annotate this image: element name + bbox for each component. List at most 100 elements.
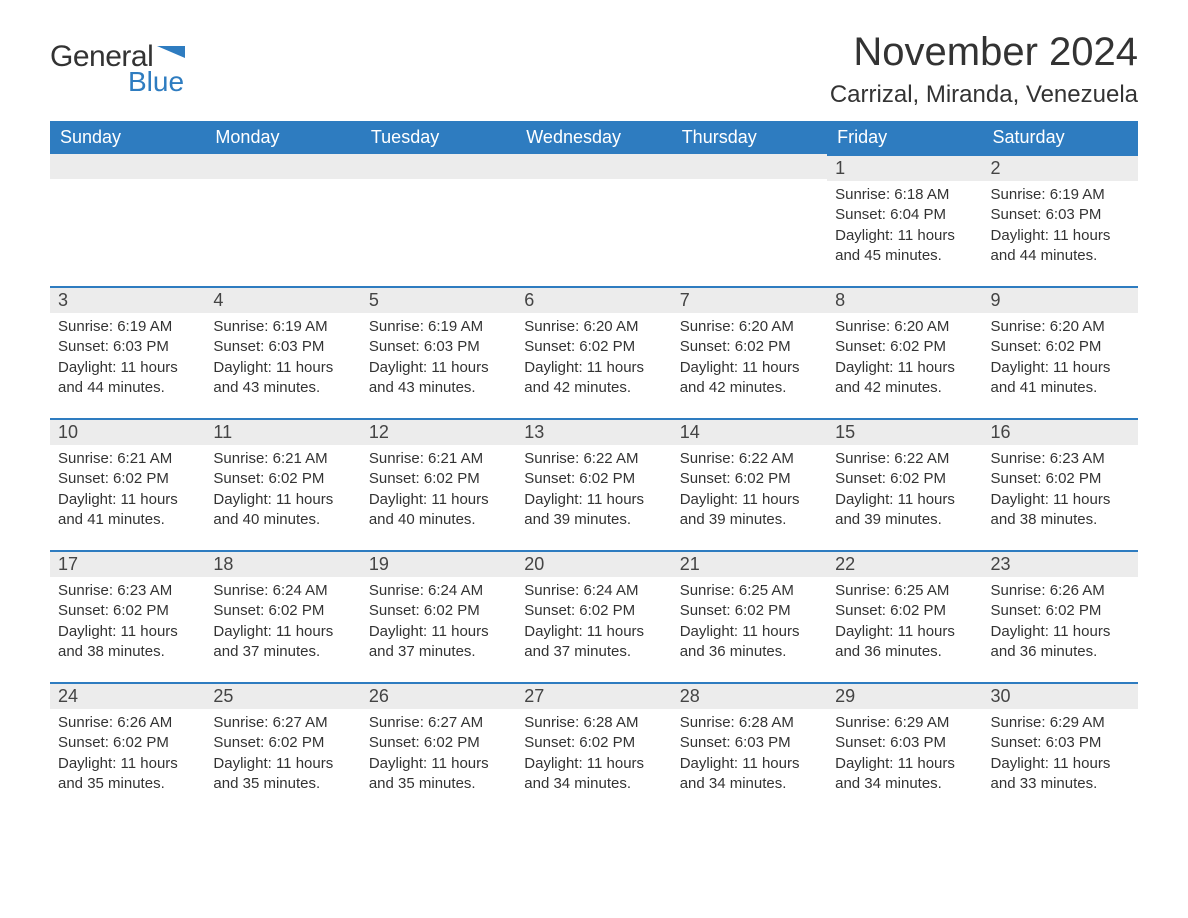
calendar-cell: 4Sunrise: 6:19 AMSunset: 6:03 PMDaylight… (205, 286, 360, 418)
page-header: General Blue November 2024 Carrizal, Mir… (50, 30, 1138, 109)
daylight-line: Daylight: 11 hours and 33 minutes. (991, 754, 1130, 795)
day-header-saturday: Saturday (983, 121, 1138, 154)
sunset-line: Sunset: 6:02 PM (369, 733, 508, 753)
sunrise-line: Sunrise: 6:22 AM (835, 449, 974, 469)
day-number-empty (516, 154, 671, 179)
day-number-empty (205, 154, 360, 179)
sunset-line: Sunset: 6:02 PM (213, 601, 352, 621)
sunrise-line: Sunrise: 6:21 AM (369, 449, 508, 469)
sunrise-line: Sunrise: 6:20 AM (991, 317, 1130, 337)
day-content: Sunrise: 6:21 AMSunset: 6:02 PMDaylight:… (361, 445, 516, 538)
calendar-cell: 23 Sunrise: 6:26 AMSunset: 6:02 PMDayligh… (983, 550, 1138, 682)
day-number: 4 (205, 286, 360, 313)
day-content: Sunrise: 6:29 AMSunset: 6:03 PMDaylight:… (983, 709, 1138, 802)
sunset-line: Sunset: 6:02 PM (524, 337, 663, 357)
day-content: Sunrise: 6:20 AMSunset: 6:02 PMDaylight:… (983, 313, 1138, 406)
title-block: November 2024 Carrizal, Miranda, Venezue… (830, 30, 1138, 109)
daylight-line: Daylight: 11 hours and 35 minutes. (58, 754, 197, 795)
calendar-cell: 7Sunrise: 6:20 AMSunset: 6:02 PMDaylight… (672, 286, 827, 418)
day-content: Sunrise: 6:26 AMSunset: 6:02 PMDaylight:… (50, 709, 205, 802)
sunrise-line: Sunrise: 6:18 AM (835, 185, 974, 205)
calendar-cell: 27Sunrise: 6:28 AMSunset: 6:02 PMDayligh… (516, 682, 671, 814)
sunrise-line: Sunrise: 6:25 AM (835, 581, 974, 601)
day-content: Sunrise: 6:19 AMSunset: 6:03 PMDaylight:… (361, 313, 516, 406)
daylight-line: Daylight: 11 hours and 35 minutes. (369, 754, 508, 795)
day-number: 21 (672, 550, 827, 577)
calendar-cell: 25Sunrise: 6:27 AMSunset: 6:02 PMDayligh… (205, 682, 360, 814)
calendar-cell: 13Sunrise: 6:22 AMSunset: 6:02 PMDayligh… (516, 418, 671, 550)
daylight-line: Daylight: 11 hours and 42 minutes. (680, 358, 819, 399)
day-content: Sunrise: 6:20 AMSunset: 6:02 PMDaylight:… (672, 313, 827, 406)
day-number: 14 (672, 418, 827, 445)
sunrise-line: Sunrise: 6:20 AM (835, 317, 974, 337)
sunset-line: Sunset: 6:03 PM (835, 733, 974, 753)
day-number: 23 (983, 550, 1138, 577)
sunrise-line: Sunrise: 6:26 AM (991, 581, 1130, 601)
day-content: Sunrise: 6:21 AMSunset: 6:02 PMDaylight:… (205, 445, 360, 538)
sunset-line: Sunset: 6:02 PM (991, 337, 1130, 357)
sunrise-line: Sunrise: 6:19 AM (213, 317, 352, 337)
sunset-line: Sunset: 6:02 PM (369, 601, 508, 621)
calendar-cell: 24Sunrise: 6:26 AMSunset: 6:02 PMDayligh… (50, 682, 205, 814)
day-content: Sunrise: 6:23 AMSunset: 6:02 PMDaylight:… (983, 445, 1138, 538)
sunrise-line: Sunrise: 6:21 AM (213, 449, 352, 469)
day-content: Sunrise: 6:23 AMSunset: 6:02 PMDaylight:… (50, 577, 205, 670)
calendar-cell: 17Sunrise: 6:23 AMSunset: 6:02 PMDayligh… (50, 550, 205, 682)
logo: General Blue (50, 30, 185, 98)
day-number: 16 (983, 418, 1138, 445)
day-content: Sunrise: 6:24 AMSunset: 6:02 PMDaylight:… (205, 577, 360, 670)
daylight-line: Daylight: 11 hours and 39 minutes. (524, 490, 663, 531)
logo-flag-icon (157, 46, 185, 64)
calendar-cell: 12Sunrise: 6:21 AMSunset: 6:02 PMDayligh… (361, 418, 516, 550)
sunrise-line: Sunrise: 6:23 AM (58, 581, 197, 601)
daylight-line: Daylight: 11 hours and 45 minutes. (835, 226, 974, 267)
daylight-line: Daylight: 11 hours and 40 minutes. (213, 490, 352, 531)
day-content: Sunrise: 6:22 AMSunset: 6:02 PMDaylight:… (516, 445, 671, 538)
month-title: November 2024 (830, 30, 1138, 75)
sunset-line: Sunset: 6:02 PM (835, 469, 974, 489)
calendar-row: 10Sunrise: 6:21 AMSunset: 6:02 PMDayligh… (50, 418, 1138, 550)
daylight-line: Daylight: 11 hours and 39 minutes. (835, 490, 974, 531)
day-content: Sunrise: 6:27 AMSunset: 6:02 PMDaylight:… (361, 709, 516, 802)
day-number: 9 (983, 286, 1138, 313)
calendar-row: 3Sunrise: 6:19 AMSunset: 6:03 PMDaylight… (50, 286, 1138, 418)
sunrise-line: Sunrise: 6:24 AM (524, 581, 663, 601)
day-number: 10 (50, 418, 205, 445)
daylight-line: Daylight: 11 hours and 36 minutes. (991, 622, 1130, 663)
daylight-line: Daylight: 11 hours and 34 minutes. (680, 754, 819, 795)
sunset-line: Sunset: 6:02 PM (58, 469, 197, 489)
day-header-thursday: Thursday (672, 121, 827, 154)
day-header-sunday: Sunday (50, 121, 205, 154)
sunrise-line: Sunrise: 6:19 AM (58, 317, 197, 337)
daylight-line: Daylight: 11 hours and 38 minutes. (991, 490, 1130, 531)
daylight-line: Daylight: 11 hours and 37 minutes. (213, 622, 352, 663)
daylight-line: Daylight: 11 hours and 34 minutes. (524, 754, 663, 795)
calendar-cell: 16Sunrise: 6:23 AMSunset: 6:02 PMDayligh… (983, 418, 1138, 550)
day-header-row: SundayMondayTuesdayWednesdayThursdayFrid… (50, 121, 1138, 154)
calendar-cell: 22Sunrise: 6:25 AMSunset: 6:02 PMDayligh… (827, 550, 982, 682)
sunrise-line: Sunrise: 6:29 AM (835, 713, 974, 733)
day-number: 8 (827, 286, 982, 313)
location-subtitle: Carrizal, Miranda, Venezuela (830, 81, 1138, 109)
day-number: 1 (827, 154, 982, 181)
daylight-line: Daylight: 11 hours and 42 minutes. (524, 358, 663, 399)
daylight-line: Daylight: 11 hours and 34 minutes. (835, 754, 974, 795)
sunset-line: Sunset: 6:02 PM (991, 601, 1130, 621)
day-header-tuesday: Tuesday (361, 121, 516, 154)
day-number: 3 (50, 286, 205, 313)
sunrise-line: Sunrise: 6:27 AM (369, 713, 508, 733)
sunset-line: Sunset: 6:02 PM (369, 469, 508, 489)
sunrise-line: Sunrise: 6:25 AM (680, 581, 819, 601)
day-number: 26 (361, 682, 516, 709)
daylight-line: Daylight: 11 hours and 36 minutes. (835, 622, 974, 663)
day-header-monday: Monday (205, 121, 360, 154)
day-number: 18 (205, 550, 360, 577)
sunset-line: Sunset: 6:03 PM (213, 337, 352, 357)
calendar-cell (205, 154, 360, 286)
sunset-line: Sunset: 6:03 PM (991, 733, 1130, 753)
day-content: Sunrise: 6:21 AMSunset: 6:02 PMDaylight:… (50, 445, 205, 538)
day-number-empty (361, 154, 516, 179)
sunrise-line: Sunrise: 6:20 AM (680, 317, 819, 337)
daylight-line: Daylight: 11 hours and 40 minutes. (369, 490, 508, 531)
calendar-cell: 30Sunrise: 6:29 AMSunset: 6:03 PMDayligh… (983, 682, 1138, 814)
